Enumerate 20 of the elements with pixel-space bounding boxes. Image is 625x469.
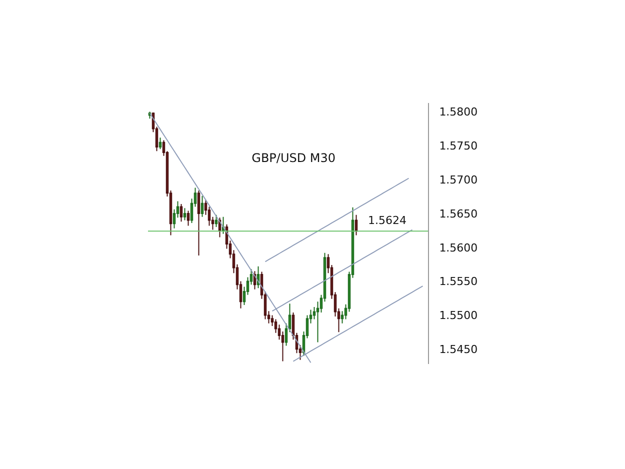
candlestick: [354, 214, 358, 236]
y-tick-label: 1.5450: [439, 342, 478, 356]
text: GBP/USD M30: [252, 151, 336, 166]
candlestick: [186, 210, 190, 226]
candlestick: [158, 137, 162, 150]
y-tick-label: 1.5750: [439, 140, 478, 153]
y-tick-label: 1.5500: [439, 309, 478, 322]
y-tick-label: 1.5550: [439, 275, 478, 288]
candlestick: [222, 216, 225, 234]
candlestick: [197, 190, 200, 256]
y-tick-label: 1.5800: [439, 106, 478, 119]
candlestick: [180, 204, 183, 222]
candlestick: [183, 208, 186, 221]
y-tick-label: 1.5700: [439, 173, 478, 186]
candlestick: [214, 214, 218, 228]
y-tick-label: 1.5600: [439, 241, 478, 254]
ref-line-label: 1.5624: [368, 214, 406, 227]
y-tick-label: 1.5650: [439, 207, 478, 220]
line-series: [264, 178, 410, 262]
candlestick: [200, 195, 204, 218]
